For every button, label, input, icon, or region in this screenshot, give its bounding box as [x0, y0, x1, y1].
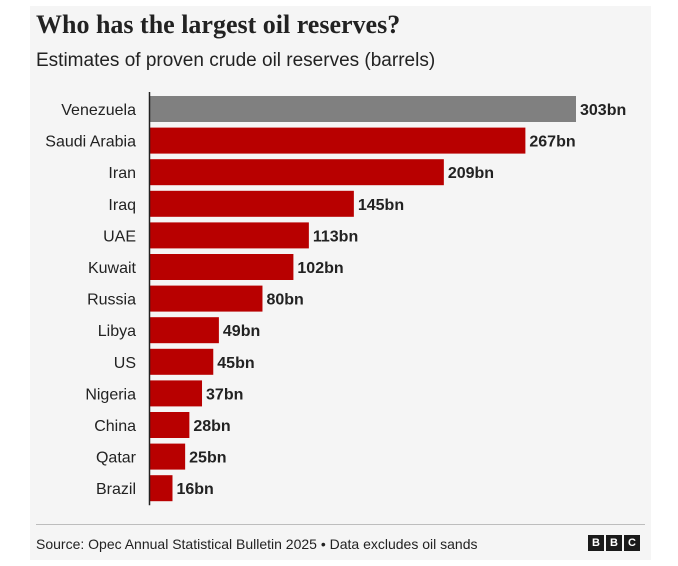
category-label: Libya [98, 323, 136, 340]
bar-china [150, 412, 190, 438]
value-label: 45bn [217, 355, 254, 372]
category-label: Kuwait [88, 260, 137, 277]
logo-letter: B [606, 535, 622, 551]
category-label: Saudi Arabia [45, 134, 136, 151]
value-label: 25bn [189, 450, 226, 467]
bar-saudi-arabia [150, 127, 526, 154]
chart-subtitle: Estimates of proven crude oil reserves (… [36, 50, 436, 71]
bar-iran [150, 159, 444, 186]
value-label: 49bn [223, 323, 260, 340]
value-label: 28bn [193, 418, 230, 435]
category-label: Venezuela [61, 102, 136, 119]
footer-divider [36, 524, 645, 525]
bar-brazil [150, 475, 173, 502]
bbc-logo: B B C [588, 535, 640, 551]
category-label: UAE [103, 228, 136, 245]
value-label: 102bn [297, 260, 343, 277]
category-label: Iran [108, 165, 136, 182]
logo-letter: C [624, 535, 640, 551]
value-label: 113bn [313, 228, 358, 245]
category-label: China [94, 418, 136, 435]
category-label: Nigeria [85, 386, 136, 403]
bar-qatar [150, 443, 186, 470]
value-label: 80bn [266, 292, 303, 309]
value-label: 267bn [529, 134, 575, 151]
bar-iraq [150, 190, 354, 217]
value-label: 209bn [448, 165, 494, 182]
category-label: Russia [87, 292, 136, 309]
value-label: 145bn [358, 197, 404, 214]
value-label: 16bn [176, 481, 213, 498]
value-label: 303bn [580, 102, 626, 119]
bar-nigeria [150, 380, 203, 407]
bar-kuwait [150, 254, 294, 280]
category-label: Brazil [96, 481, 136, 498]
value-label: 37bn [206, 386, 243, 403]
source-note: Source: Opec Annual Statistical Bulletin… [36, 536, 478, 552]
bar-venezuela [150, 96, 576, 122]
category-label: Qatar [96, 450, 137, 467]
bar-uae [150, 222, 309, 249]
bar-russia [150, 285, 263, 312]
bar-us [150, 348, 214, 375]
bar-libya [150, 317, 219, 344]
category-label: US [114, 355, 136, 372]
bar-chart: Venezuela 303bn Saudi Arabia 267bn Iran 209bn… [45, 92, 626, 506]
chart-title: Who has the largest oil reserves? [36, 10, 401, 39]
category-label: Iraq [108, 197, 136, 214]
logo-letter: B [588, 535, 604, 551]
